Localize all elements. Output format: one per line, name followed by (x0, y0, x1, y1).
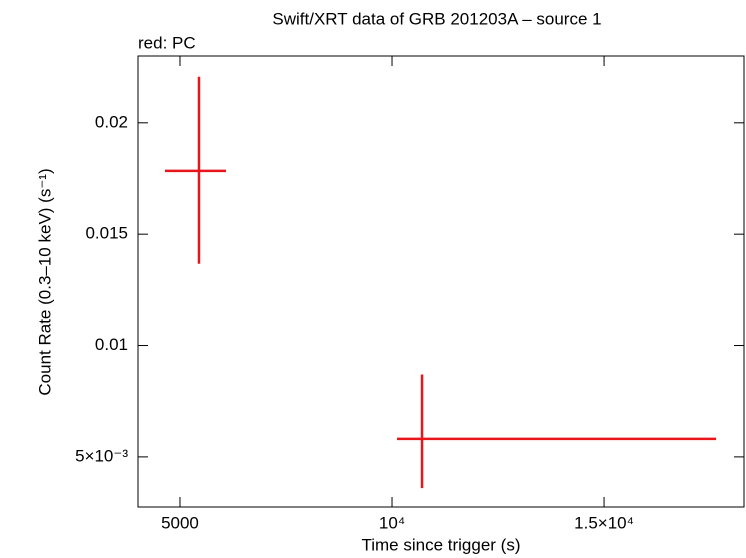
x-axis-label: Time since trigger (s) (361, 535, 520, 554)
subtitle: red: PC (138, 33, 196, 52)
y-tick-label: 0.02 (95, 112, 128, 131)
y-tick-label: 0.01 (95, 335, 128, 354)
x-tick-label: 10⁴ (379, 513, 405, 532)
chart-title: Swift/XRT data of GRB 201203A – source 1 (272, 9, 601, 28)
x-tick-label: 5000 (161, 513, 199, 532)
y-tick-label: 0.015 (85, 224, 128, 243)
y-tick-label: 5×10⁻³ (75, 446, 128, 465)
y-axis-label: Count Rate (0.3–10 keV) (s⁻¹) (35, 168, 54, 395)
plot-frame (137, 55, 745, 508)
x-tick-label: 1.5×10⁴ (574, 513, 634, 532)
